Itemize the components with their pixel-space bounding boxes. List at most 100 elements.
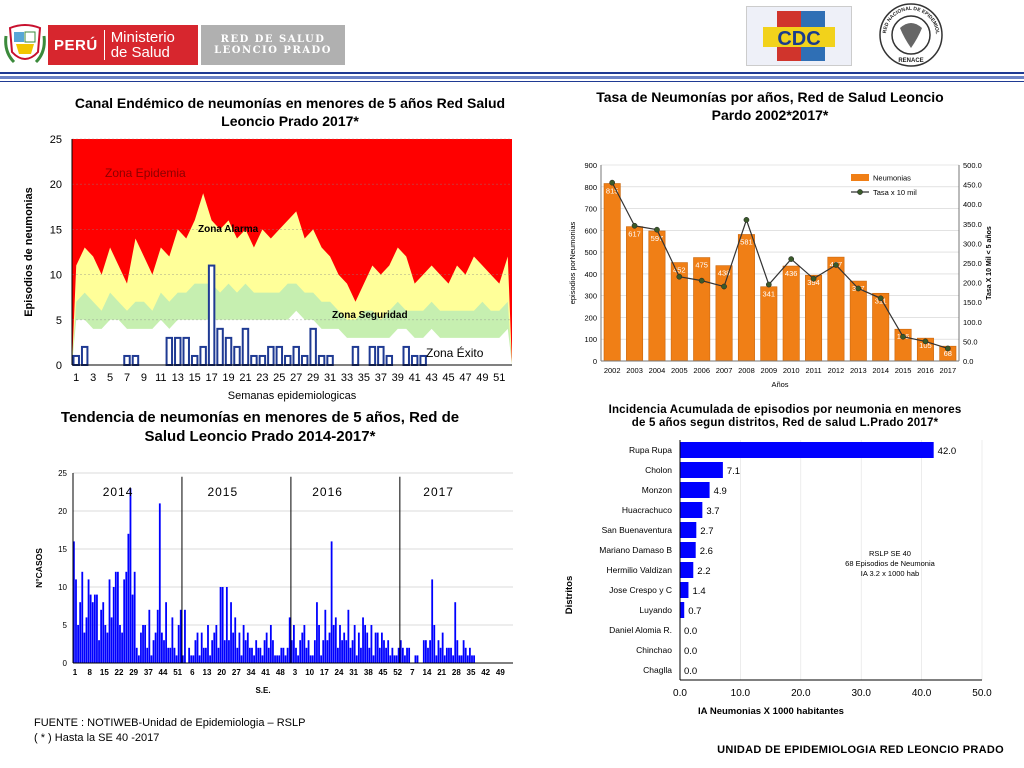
week-bar xyxy=(427,647,429,663)
week-bar xyxy=(150,655,153,663)
x-tick-label: 20 xyxy=(217,668,226,677)
week-bar xyxy=(290,640,293,663)
case-bar xyxy=(123,354,131,367)
ministry-line-2: de Salud xyxy=(110,44,170,61)
network-line-1: RED DE SALUD xyxy=(220,34,326,45)
case-bar xyxy=(377,345,385,366)
week-bar xyxy=(276,655,279,663)
week-bar xyxy=(194,640,197,663)
week-bar xyxy=(328,632,331,663)
week-bar xyxy=(345,640,348,663)
y-tick-label: 10 xyxy=(58,583,67,592)
week-bar xyxy=(299,640,302,663)
week-bar xyxy=(217,647,220,663)
year-bar xyxy=(626,226,644,362)
week-bar xyxy=(255,640,258,663)
case-bar xyxy=(410,354,419,367)
week-bar xyxy=(161,632,163,663)
week-bar xyxy=(391,647,394,663)
week-bar xyxy=(184,609,186,663)
rate-point xyxy=(833,262,839,268)
district-bar xyxy=(680,442,934,458)
week-bar xyxy=(104,625,107,663)
week-bar xyxy=(240,655,243,663)
x-tick-label: 21 xyxy=(437,668,446,677)
week-bar xyxy=(445,647,448,663)
week-bar xyxy=(167,647,170,663)
case-bar xyxy=(275,345,284,366)
district-bar xyxy=(680,582,689,598)
week-bar xyxy=(257,647,260,663)
x-tick-label: 25 xyxy=(273,372,285,384)
ministry-line-1: Ministerio xyxy=(110,29,175,46)
week-bar xyxy=(469,647,471,663)
x-tick-label: 22 xyxy=(115,668,124,677)
case-bar xyxy=(317,354,326,367)
week-bar xyxy=(370,625,373,663)
x-tick-label: 45 xyxy=(442,372,454,384)
case-bar xyxy=(300,354,309,367)
week-bar xyxy=(349,647,352,663)
week-bar xyxy=(284,655,287,663)
district-value-label: 0.7 xyxy=(688,606,701,617)
district-label: Huacrachuco xyxy=(622,505,672,515)
x-tick-label: 2017 xyxy=(939,366,956,375)
week-bar xyxy=(234,617,237,663)
case-bar xyxy=(402,345,410,366)
bar-value-label: 617 xyxy=(628,230,641,239)
week-bar xyxy=(127,533,130,663)
week-bar xyxy=(112,587,115,663)
rate-point xyxy=(765,281,772,288)
y-tick-label: 10 xyxy=(50,270,62,282)
week-bar xyxy=(351,640,354,663)
bar-value-label: 341 xyxy=(763,290,776,299)
x-tick-label: 14 xyxy=(423,668,432,677)
district-bar xyxy=(680,522,697,538)
week-bar xyxy=(215,625,218,663)
week-bar xyxy=(188,647,191,663)
y-tick-label: 900 xyxy=(584,161,597,170)
x-tick-label: 2013 xyxy=(850,366,867,375)
y-tick-label: 20 xyxy=(50,179,62,191)
week-bar xyxy=(152,640,155,663)
x-tick-label: 2015 xyxy=(895,366,912,375)
week-bar xyxy=(230,602,232,663)
week-bar xyxy=(83,632,86,663)
year-label: 2014 xyxy=(103,485,134,499)
year-bar xyxy=(782,265,800,362)
case-bar xyxy=(284,354,292,367)
week-bar xyxy=(228,640,230,663)
week-bar xyxy=(89,594,92,663)
district-value-label: 3.7 xyxy=(706,506,719,517)
week-bar xyxy=(219,587,222,663)
week-bar xyxy=(307,640,310,663)
district-label: Chaglla xyxy=(643,665,672,675)
week-bar xyxy=(366,632,369,663)
week-bar xyxy=(383,640,385,663)
district-label: Chinchao xyxy=(636,645,672,655)
week-bar xyxy=(91,602,94,663)
header-bar: PERÚ Ministerio de Salud RED DE SALUD LE… xyxy=(0,0,1024,78)
week-bar xyxy=(437,640,440,663)
year-bar xyxy=(827,256,845,362)
y2-tick-label: 350.0 xyxy=(963,220,982,229)
cdc-logo-icon: CDC xyxy=(746,6,852,66)
district-value-label: 2.2 xyxy=(697,566,710,577)
week-bar xyxy=(433,625,436,663)
annotation-line: 68 Episodios de Neumonia xyxy=(845,559,935,568)
week-bar xyxy=(129,488,132,663)
week-bar xyxy=(330,541,333,663)
x-tick-label: 17 xyxy=(320,668,329,677)
x-tick-label: 44 xyxy=(159,668,168,677)
year-bar xyxy=(737,234,755,362)
y2-axis-label: Tasa X 10 Mil < 5 años xyxy=(986,226,993,300)
rate-point xyxy=(698,277,705,284)
week-bar xyxy=(318,625,320,663)
week-bar xyxy=(102,602,105,663)
x-tick-label: 7 xyxy=(124,372,130,384)
week-bar xyxy=(156,609,159,663)
week-bar xyxy=(376,632,379,663)
week-bar xyxy=(117,571,119,663)
y2-tick-label: 500.0 xyxy=(963,161,982,170)
